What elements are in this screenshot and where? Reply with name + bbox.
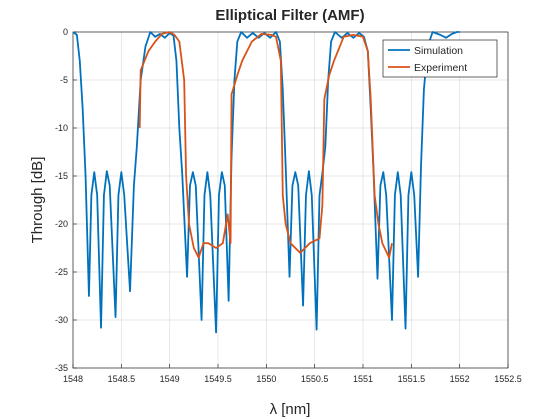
x-axis-label: λ [nm] xyxy=(270,401,311,418)
y-tick-label: -35 xyxy=(55,363,68,373)
x-tick-label: 1549 xyxy=(160,374,180,384)
x-tick-label: 1549.5 xyxy=(204,374,232,384)
x-tick-label: 1552 xyxy=(450,374,470,384)
legend-box xyxy=(382,39,498,78)
line-series xyxy=(138,31,393,259)
x-tick-label: 1550.5 xyxy=(301,374,329,384)
x-tick-label: 1548 xyxy=(63,374,83,384)
x-tick-label: 1551 xyxy=(353,374,373,384)
x-tick-label: 1551.5 xyxy=(398,374,426,384)
legend: Simulation Experiment xyxy=(382,39,498,78)
y-tick-label: -15 xyxy=(55,171,68,181)
x-tick-label: 1548.5 xyxy=(108,374,136,384)
y-tick-label: -25 xyxy=(55,267,68,277)
y-tick-label: -20 xyxy=(55,219,68,229)
y-tick-label: 0 xyxy=(63,27,68,37)
legend-label: Experiment xyxy=(414,62,467,74)
y-axis-label: Through [dB] xyxy=(29,157,46,244)
y-tick-label: -10 xyxy=(55,123,68,133)
line-series xyxy=(72,31,460,334)
y-tick-label: -30 xyxy=(55,315,68,325)
plot-frame xyxy=(72,31,509,369)
x-tick-label: 1550 xyxy=(256,374,276,384)
y-tick-label: -5 xyxy=(60,75,68,85)
legend-label: Simulation xyxy=(414,45,463,57)
x-tick-label: 1552.5 xyxy=(494,374,522,384)
chart-title: Elliptical Filter (AMF) xyxy=(215,7,364,24)
